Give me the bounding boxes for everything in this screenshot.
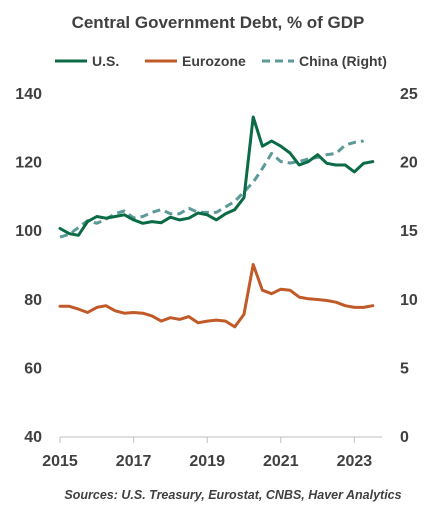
left-tick-label: 40	[24, 429, 42, 446]
x-tick-label: 2021	[263, 453, 299, 470]
right-tick-label: 5	[400, 360, 409, 377]
left-tick-label: 80	[24, 292, 42, 309]
left-tick-label: 120	[15, 155, 42, 172]
right-tick-label: 15	[400, 223, 418, 240]
x-tick-label: 2019	[189, 453, 225, 470]
left-axis: 40 60 80 100 120 140	[15, 86, 42, 446]
right-tick-label: 10	[400, 292, 418, 309]
legend-label-china: China (Right)	[299, 53, 387, 69]
series-lines	[58, 115, 375, 329]
legend: U.S. Eurozone China (Right)	[55, 53, 387, 69]
x-tick-label: 2017	[116, 453, 152, 470]
x-tick-label: 2015	[42, 453, 78, 470]
x-axis: 2015 2017 2019 2021 2023	[42, 437, 372, 470]
left-tick-label: 60	[24, 360, 42, 377]
right-tick-label: 0	[400, 429, 409, 446]
right-tick-label: 25	[400, 86, 418, 103]
legend-label-us: U.S.	[92, 53, 119, 69]
right-axis: 0 5 10 15 20 25	[400, 86, 418, 446]
x-tick-label: 2023	[337, 453, 373, 470]
left-tick-label: 140	[15, 86, 42, 103]
series-line-eurozone	[58, 263, 375, 329]
series-line-u-s	[58, 115, 375, 237]
right-tick-label: 20	[400, 155, 418, 172]
left-tick-label: 100	[15, 223, 42, 240]
chart-title: Central Government Debt, % of GDP	[72, 13, 365, 32]
legend-label-eurozone: Eurozone	[182, 53, 246, 69]
source-note: Sources: U.S. Treasury, Eurostat, CNBS, …	[64, 488, 401, 502]
